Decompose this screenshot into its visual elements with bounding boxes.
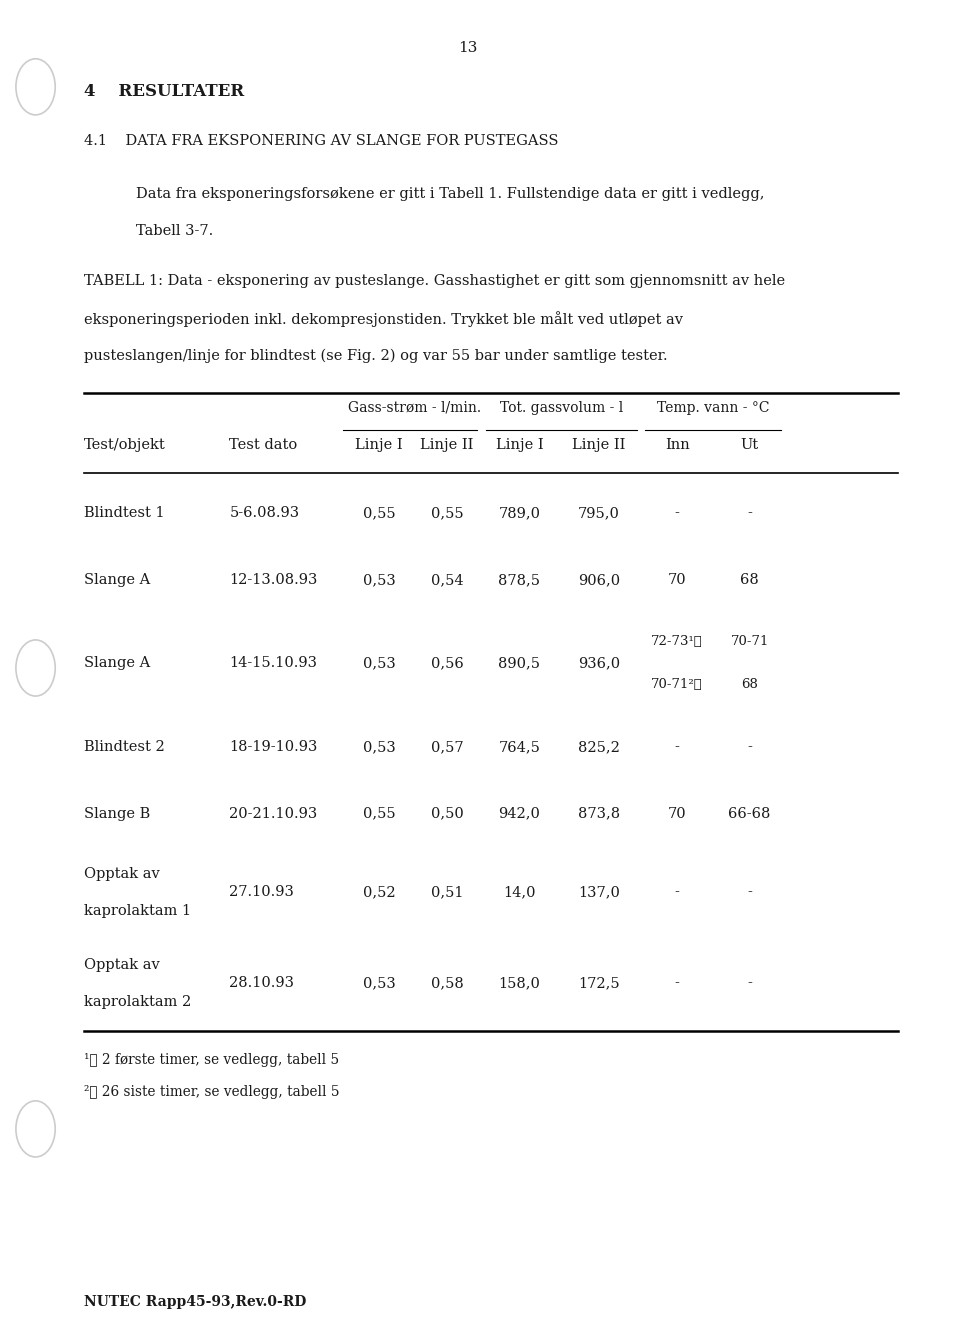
- Text: -: -: [747, 977, 752, 990]
- Text: 0,55: 0,55: [363, 807, 396, 820]
- Text: -: -: [747, 506, 752, 520]
- Text: 789,0: 789,0: [498, 506, 540, 520]
- Text: TABELL 1: Data - eksponering av pusteslange. Gasshastighet er gitt som gjennomsn: TABELL 1: Data - eksponering av pustesla…: [84, 274, 785, 287]
- Text: 158,0: 158,0: [498, 977, 540, 990]
- Text: 70-71²⧏: 70-71²⧏: [651, 679, 703, 691]
- Text: Data fra eksponeringsforsøkene er gitt i Tabell 1. Fullstendige data er gitt i v: Data fra eksponeringsforsøkene er gitt i…: [135, 187, 764, 200]
- Text: 68: 68: [741, 679, 758, 691]
- Text: 936,0: 936,0: [578, 656, 620, 671]
- Text: -: -: [747, 886, 752, 899]
- Text: Tot. gassvolum - l: Tot. gassvolum - l: [500, 401, 623, 414]
- Text: Slange A: Slange A: [84, 656, 151, 671]
- Text: 0,58: 0,58: [430, 977, 464, 990]
- Text: 20-21.10.93: 20-21.10.93: [229, 807, 318, 820]
- Text: 942,0: 942,0: [498, 807, 540, 820]
- Text: 70: 70: [668, 573, 686, 587]
- Text: 66-68: 66-68: [729, 807, 771, 820]
- Text: 70: 70: [668, 807, 686, 820]
- Text: -: -: [675, 977, 680, 990]
- Text: 4    RESULTATER: 4 RESULTATER: [84, 83, 245, 100]
- Text: 795,0: 795,0: [578, 506, 620, 520]
- Text: 906,0: 906,0: [578, 573, 620, 587]
- Text: -: -: [675, 886, 680, 899]
- Text: 13: 13: [458, 41, 478, 55]
- Text: 0,53: 0,53: [363, 573, 396, 587]
- Text: 0,52: 0,52: [363, 886, 396, 899]
- Text: Inn: Inn: [664, 438, 689, 452]
- Text: 825,2: 825,2: [578, 740, 620, 754]
- Text: Linje II: Linje II: [420, 438, 473, 452]
- Text: Opptak av: Opptak av: [84, 867, 160, 880]
- Text: 4.1    DATA FRA EKSPONERING AV SLANGE FOR PUSTEGASS: 4.1 DATA FRA EKSPONERING AV SLANGE FOR P…: [84, 134, 559, 147]
- Text: Test dato: Test dato: [229, 438, 298, 452]
- Text: 12-13.08.93: 12-13.08.93: [229, 573, 318, 587]
- Text: Ut: Ut: [740, 438, 758, 452]
- Text: 18-19-10.93: 18-19-10.93: [229, 740, 318, 754]
- Text: 70-71: 70-71: [731, 636, 769, 648]
- Text: kaprolaktam 1: kaprolaktam 1: [84, 904, 191, 918]
- Text: 172,5: 172,5: [578, 977, 620, 990]
- Text: Linje I: Linje I: [355, 438, 403, 452]
- Text: pusteslangen/linje for blindtest (se Fig. 2) og var 55 bar under samtlige tester: pusteslangen/linje for blindtest (se Fig…: [84, 349, 668, 363]
- Text: 764,5: 764,5: [498, 740, 540, 754]
- Text: kaprolaktam 2: kaprolaktam 2: [84, 995, 191, 1009]
- Text: 28.10.93: 28.10.93: [229, 977, 295, 990]
- Text: 0,51: 0,51: [431, 886, 463, 899]
- Text: Blindtest 2: Blindtest 2: [84, 740, 165, 754]
- Text: Tabell 3-7.: Tabell 3-7.: [135, 224, 213, 238]
- Text: Slange B: Slange B: [84, 807, 151, 820]
- Text: -: -: [675, 740, 680, 754]
- Text: ¹⧏ 2 første timer, se vedlegg, tabell 5: ¹⧏ 2 første timer, se vedlegg, tabell 5: [84, 1053, 339, 1066]
- Text: Temp. vann - °C: Temp. vann - °C: [658, 401, 770, 414]
- Text: 72-73¹⧏: 72-73¹⧏: [651, 636, 703, 648]
- Text: 873,8: 873,8: [578, 807, 620, 820]
- Text: Linje I: Linje I: [495, 438, 543, 452]
- Text: 0,56: 0,56: [430, 656, 464, 671]
- Text: -: -: [747, 740, 752, 754]
- Text: 0,55: 0,55: [363, 506, 396, 520]
- Text: eksponeringsperioden inkl. dekompresjonstiden. Trykket ble målt ved utløpet av: eksponeringsperioden inkl. dekompresjons…: [84, 311, 684, 327]
- Text: 14-15.10.93: 14-15.10.93: [229, 656, 318, 671]
- Text: 0,53: 0,53: [363, 977, 396, 990]
- Text: Linje II: Linje II: [572, 438, 626, 452]
- Text: Test/objekt: Test/objekt: [84, 438, 166, 452]
- Text: 0,53: 0,53: [363, 656, 396, 671]
- Text: Blindtest 1: Blindtest 1: [84, 506, 165, 520]
- Text: 0,55: 0,55: [431, 506, 464, 520]
- Text: 0,50: 0,50: [430, 807, 464, 820]
- Text: 5-6.08.93: 5-6.08.93: [229, 506, 300, 520]
- Text: Slange A: Slange A: [84, 573, 151, 587]
- Text: 0,54: 0,54: [431, 573, 464, 587]
- Text: 0,57: 0,57: [431, 740, 464, 754]
- Text: 0,53: 0,53: [363, 740, 396, 754]
- Text: Gass-strøm - l/min.: Gass-strøm - l/min.: [348, 401, 481, 414]
- Text: 27.10.93: 27.10.93: [229, 886, 294, 899]
- Text: 890,5: 890,5: [498, 656, 540, 671]
- Text: 68: 68: [740, 573, 759, 587]
- Text: -: -: [675, 506, 680, 520]
- Text: 878,5: 878,5: [498, 573, 540, 587]
- Text: ²⧏ 26 siste timer, se vedlegg, tabell 5: ²⧏ 26 siste timer, se vedlegg, tabell 5: [84, 1085, 340, 1098]
- Text: 137,0: 137,0: [578, 886, 620, 899]
- Text: NUTEC Rapp45-93,Rev.0-RD: NUTEC Rapp45-93,Rev.0-RD: [84, 1296, 306, 1309]
- Text: 14,0: 14,0: [503, 886, 536, 899]
- Text: Opptak av: Opptak av: [84, 958, 160, 971]
